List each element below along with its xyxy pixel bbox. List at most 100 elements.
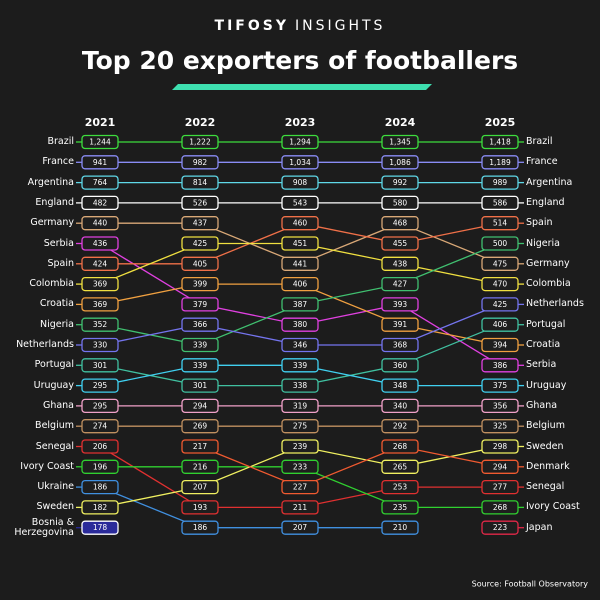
value-label: 216 bbox=[193, 462, 208, 471]
year-label: 2025 bbox=[485, 116, 516, 129]
value-node bbox=[181, 419, 219, 434]
value-label: 455 bbox=[393, 239, 408, 248]
value-node bbox=[481, 236, 519, 251]
right-country-label: Belgium bbox=[526, 420, 565, 432]
value-label: 1,418 bbox=[489, 138, 511, 147]
value-label: 210 bbox=[393, 523, 408, 532]
value-node bbox=[381, 276, 419, 292]
value-node bbox=[281, 155, 319, 170]
value-label: 386 bbox=[493, 361, 508, 370]
value-label: 348 bbox=[393, 381, 408, 390]
value-label: 268 bbox=[493, 503, 508, 512]
value-node bbox=[81, 256, 119, 271]
value-node bbox=[181, 297, 219, 312]
value-node bbox=[81, 439, 119, 454]
value-node bbox=[281, 216, 319, 231]
right-country-label: Ivory Coast bbox=[526, 501, 580, 513]
value-node bbox=[481, 216, 519, 231]
value-node bbox=[81, 276, 119, 292]
value-label: 178 bbox=[93, 523, 108, 532]
value-node bbox=[281, 175, 319, 190]
right-country-label: Netherlands bbox=[526, 298, 584, 310]
value-label: 526 bbox=[193, 198, 208, 207]
value-node bbox=[181, 175, 219, 190]
value-node bbox=[381, 378, 419, 393]
value-node bbox=[381, 337, 419, 353]
value-label: 1,189 bbox=[489, 158, 511, 167]
value-label: 207 bbox=[293, 523, 308, 532]
value-label: 301 bbox=[193, 381, 208, 390]
value-node bbox=[481, 459, 519, 474]
value-label: 294 bbox=[193, 401, 208, 410]
brand-suffix: INSIGHTS bbox=[295, 18, 385, 34]
left-country-label: Bosnia & Herzegovina bbox=[14, 516, 74, 538]
value-node bbox=[281, 358, 319, 373]
value-label: 989 bbox=[493, 178, 508, 187]
value-node bbox=[281, 459, 319, 474]
value-label: 339 bbox=[293, 361, 308, 370]
left-country-label: Uruguay bbox=[33, 379, 74, 391]
value-node bbox=[381, 216, 419, 231]
year-label: 2024 bbox=[385, 116, 416, 129]
value-label: 1,345 bbox=[389, 138, 411, 147]
value-label: 268 bbox=[393, 442, 408, 451]
value-label: 196 bbox=[93, 462, 108, 471]
value-label: 460 bbox=[293, 219, 308, 228]
right-country-label: Ghana bbox=[526, 399, 558, 411]
left-country-label: Ghana bbox=[42, 399, 74, 411]
value-label: 356 bbox=[493, 401, 508, 410]
value-label: 340 bbox=[393, 401, 408, 410]
value-node bbox=[81, 134, 119, 150]
value-label: 298 bbox=[493, 442, 508, 451]
right-country-label: Senegal bbox=[526, 481, 565, 493]
value-node bbox=[381, 419, 419, 434]
value-label: 427 bbox=[393, 280, 408, 289]
value-label: 325 bbox=[493, 422, 508, 431]
value-label: 941 bbox=[93, 158, 108, 167]
right-country-label: Japan bbox=[526, 521, 553, 533]
value-node bbox=[481, 175, 519, 190]
value-node bbox=[381, 459, 419, 474]
right-country-label: Brazil bbox=[526, 136, 553, 147]
value-label: 233 bbox=[293, 462, 308, 471]
value-node bbox=[81, 195, 119, 211]
value-node bbox=[381, 398, 419, 414]
left-country-label: Belgium bbox=[35, 420, 74, 432]
value-label: 475 bbox=[493, 259, 508, 268]
value-node bbox=[81, 398, 119, 414]
value-node bbox=[281, 317, 319, 332]
value-label: 235 bbox=[393, 503, 408, 512]
value-label: 375 bbox=[493, 381, 508, 390]
value-node bbox=[281, 419, 319, 434]
value-label: 227 bbox=[293, 483, 308, 492]
right-country-label: Uruguay bbox=[526, 379, 567, 391]
left-country-label: Netherlands bbox=[16, 339, 74, 350]
value-node bbox=[481, 520, 519, 535]
series-line bbox=[99, 486, 400, 529]
value-node bbox=[181, 256, 219, 271]
value-label: 437 bbox=[193, 219, 208, 228]
right-country-label: Portugal bbox=[526, 318, 566, 330]
value-label: 369 bbox=[93, 280, 108, 289]
value-label: 543 bbox=[293, 198, 308, 207]
value-node bbox=[81, 459, 119, 474]
value-node bbox=[181, 195, 219, 211]
left-country-label: Brazil bbox=[47, 136, 74, 147]
value-label: 366 bbox=[193, 320, 208, 329]
value-node bbox=[181, 134, 219, 150]
value-node bbox=[381, 317, 419, 332]
value-label: 319 bbox=[293, 401, 308, 410]
value-label: 586 bbox=[493, 198, 508, 207]
value-node bbox=[181, 378, 219, 393]
left-country-label: Sweden bbox=[36, 501, 74, 513]
value-node bbox=[81, 216, 119, 231]
value-label: 330 bbox=[93, 341, 108, 350]
value-node bbox=[381, 520, 419, 535]
value-label: 186 bbox=[193, 523, 208, 532]
value-node bbox=[381, 256, 419, 271]
value-node bbox=[281, 520, 319, 535]
right-country-label: Nigeria bbox=[526, 237, 560, 249]
value-node bbox=[181, 155, 219, 170]
value-label: 239 bbox=[293, 442, 308, 451]
